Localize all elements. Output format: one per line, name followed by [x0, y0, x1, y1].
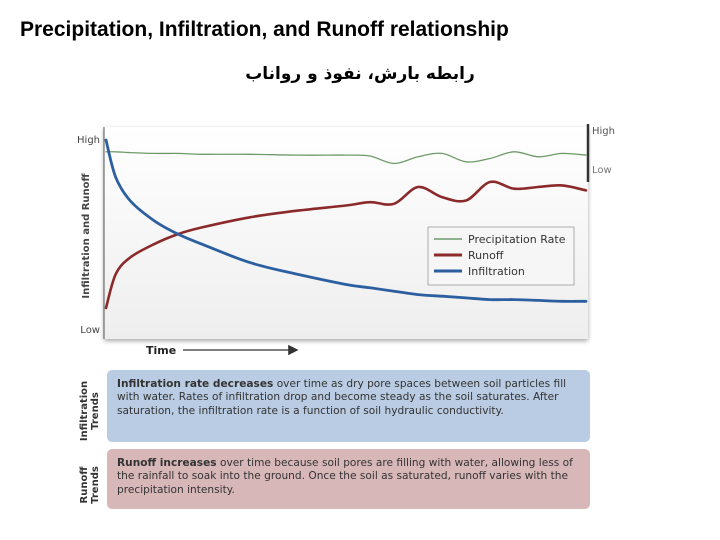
slide-subtitle: رابطه بارش، نفوذ و رواناب	[245, 64, 475, 84]
legend-label-runoff: Runoff	[468, 249, 504, 262]
legend-label-precipitation-rate: Precipitation Rate	[468, 233, 566, 246]
runoff-series-line	[104, 180, 588, 310]
right-tick-low: Low	[592, 165, 612, 176]
runoff-trend-text: over time because soil pores are filling…	[117, 457, 573, 496]
runoff-trends-label: Runoff Trends	[79, 466, 101, 504]
runoff-trends-panel: Runoff increases over time because soil …	[107, 449, 590, 509]
chart-legend: Precipitation Rate Runoff Infiltration	[427, 226, 575, 286]
y-tick-low: Low	[80, 325, 100, 336]
infiltration-trends-label: Infiltration Trends	[79, 380, 101, 442]
axis-layer: High Low High Low Infiltration and Runoff Tim…	[77, 124, 615, 357]
infiltration-trends-panel: Infiltration rate decreases over time as…	[107, 370, 590, 442]
infiltration-series-line	[104, 138, 588, 303]
series-layer	[104, 138, 588, 310]
y-axis-label: Infiltration and Runoff	[81, 172, 92, 298]
legend-label-infiltration: Infiltration	[468, 265, 525, 278]
slide-title: Precipitation, Infiltration, and Runoff …	[20, 18, 509, 41]
x-axis-label: Time	[146, 344, 176, 357]
right-tick-high: High	[592, 126, 615, 137]
infiltration-trend-text: over time as dry pore spaces between soi…	[117, 378, 567, 417]
precipitation-rate-series-line	[105, 151, 587, 165]
y-tick-high: High	[77, 135, 100, 146]
infiltration-trend-bold: Infiltration rate decreases	[117, 378, 274, 390]
runoff-trend-bold: Runoff increases	[117, 457, 217, 469]
